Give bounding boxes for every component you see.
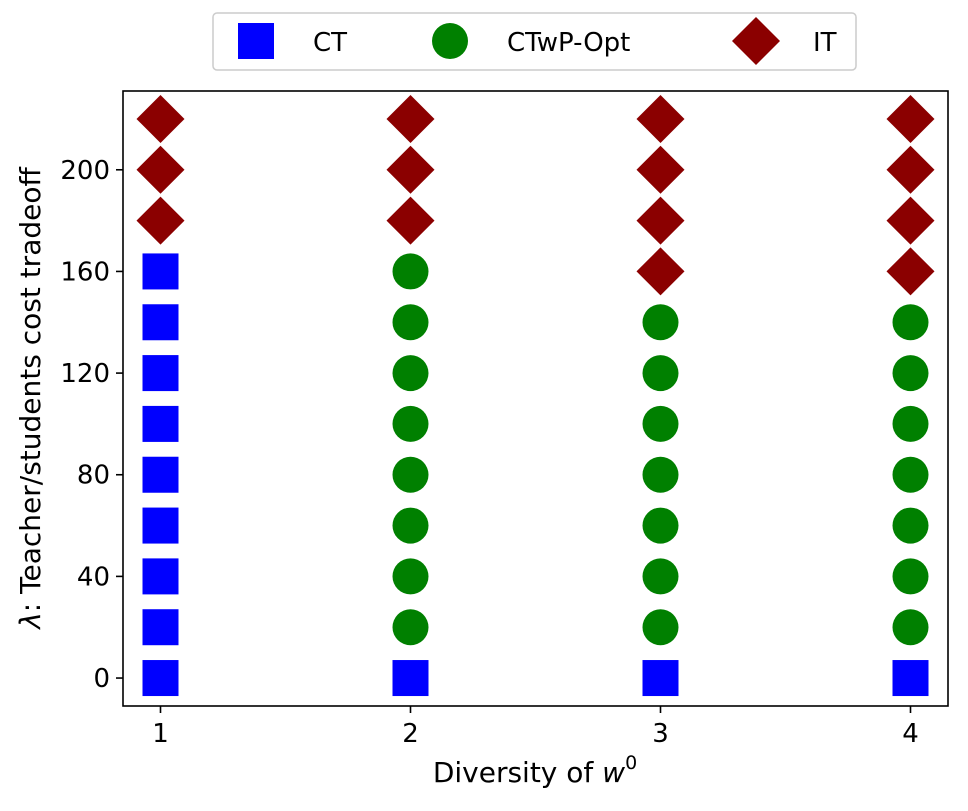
- y-axis-title-lambda: λ: [14, 612, 47, 631]
- marker-it: [386, 94, 435, 143]
- y-tick-label: 0: [93, 664, 110, 694]
- marker-ctwp-opt: [892, 456, 929, 493]
- legend-box: [212, 12, 857, 71]
- marker-it: [136, 196, 185, 245]
- marker-ctwp-opt: [392, 253, 429, 290]
- marker-ctwp-opt: [642, 609, 679, 646]
- markers-layer: [136, 94, 935, 697]
- marker-ctwp-opt: [392, 405, 429, 442]
- plot-frame: [122, 90, 949, 707]
- x-axis-title-var: w: [602, 756, 625, 789]
- marker-it: [136, 145, 185, 194]
- marker-ctwp-opt: [392, 609, 429, 646]
- x-axis-title-superscript: 0: [625, 752, 637, 774]
- y-tick-label: 200: [60, 156, 110, 186]
- marker-ctwp-opt: [642, 304, 679, 341]
- x-tick-label: 1: [152, 719, 169, 749]
- marker-ctwp-opt: [892, 507, 929, 544]
- marker-ct: [892, 660, 929, 697]
- marker-it: [386, 145, 435, 194]
- marker-it: [636, 196, 685, 245]
- marker-ctwp-opt: [892, 609, 929, 646]
- marker-ctwp-opt: [392, 456, 429, 493]
- marker-ctwp-opt: [642, 456, 679, 493]
- marker-ct: [142, 609, 179, 646]
- marker-ctwp-opt: [892, 304, 929, 341]
- x-axis-title-prefix: Diversity of: [433, 756, 602, 789]
- marker-it: [636, 94, 685, 143]
- marker-ct: [142, 304, 179, 341]
- legend-label-ctwp-opt: CTwP-Opt: [507, 28, 630, 58]
- marker-ct: [142, 456, 179, 493]
- x-tick-label: 4: [902, 719, 919, 749]
- legend-label-it: IT: [813, 28, 837, 58]
- legend-label-ct: CT: [313, 28, 347, 58]
- y-tick-label: 160: [60, 257, 110, 287]
- legend-marker-ctwp-opt: [432, 23, 468, 59]
- marker-ct: [142, 660, 179, 697]
- marker-it: [636, 247, 685, 296]
- y-axis-title: λ: Teacher/students cost tradeoff: [14, 167, 47, 631]
- marker-ct: [142, 558, 179, 595]
- marker-ctwp-opt: [642, 507, 679, 544]
- marker-ctwp-opt: [392, 304, 429, 341]
- x-tick-label: 3: [652, 719, 669, 749]
- marker-ctwp-opt: [892, 405, 929, 442]
- marker-ctwp-opt: [392, 507, 429, 544]
- x-tick-label: 2: [402, 719, 419, 749]
- marker-it: [886, 196, 935, 245]
- marker-it: [886, 145, 935, 194]
- legend-marker-ct: [238, 23, 274, 59]
- marker-ctwp-opt: [892, 355, 929, 392]
- marker-ctwp-opt: [642, 558, 679, 595]
- marker-ct: [392, 660, 429, 697]
- legend: CT CTwP-Opt IT: [212, 12, 857, 71]
- y-tick-label: 120: [60, 359, 110, 389]
- marker-ctwp-opt: [392, 355, 429, 392]
- marker-ct: [142, 507, 179, 544]
- marker-ct: [142, 405, 179, 442]
- y-axis-title-text: : Teacher/students cost tradeoff: [14, 167, 47, 613]
- marker-it: [136, 94, 185, 143]
- marker-ct: [142, 253, 179, 290]
- marker-ct: [642, 660, 679, 697]
- marker-it: [886, 94, 935, 143]
- marker-ctwp-opt: [392, 558, 429, 595]
- marker-ctwp-opt: [892, 558, 929, 595]
- marker-ct: [142, 355, 179, 392]
- legend-marker-it: [732, 17, 780, 65]
- marker-it: [636, 145, 685, 194]
- y-tick-label: 80: [77, 461, 110, 491]
- marker-it: [386, 196, 435, 245]
- y-tick-label: 40: [77, 562, 110, 592]
- marker-ctwp-opt: [642, 405, 679, 442]
- marker-it: [886, 247, 935, 296]
- marker-ctwp-opt: [642, 355, 679, 392]
- x-axis-title: Diversity of w0: [433, 752, 637, 789]
